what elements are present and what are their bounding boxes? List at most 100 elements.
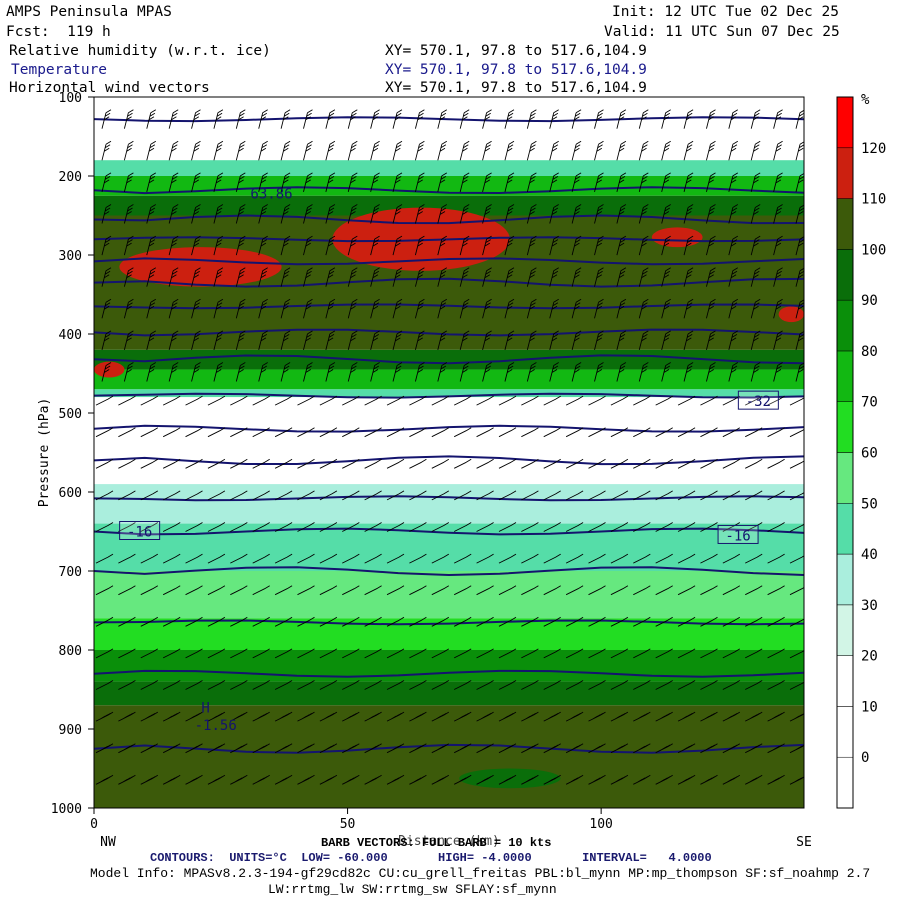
wind-barb xyxy=(571,267,582,287)
wind-barb xyxy=(543,648,561,659)
wind-barb xyxy=(185,711,203,722)
wind-barb xyxy=(773,172,783,193)
rh-layer xyxy=(94,484,804,524)
wind-barb xyxy=(565,395,584,406)
wind-barb xyxy=(230,522,248,532)
colorbar-tick-label: 20 xyxy=(861,649,878,665)
wind-barb xyxy=(504,330,515,351)
wind-barb xyxy=(728,267,739,287)
wind-barb xyxy=(409,648,427,659)
wind-barb xyxy=(431,427,450,438)
wind-barb xyxy=(476,553,494,564)
wind-barb xyxy=(386,458,405,469)
wind-barb xyxy=(504,362,515,382)
wind-barb xyxy=(453,711,472,722)
wind-barb xyxy=(325,172,336,193)
wind-barb xyxy=(118,743,136,754)
wind-barb xyxy=(588,427,606,438)
wind-barb xyxy=(252,395,270,406)
wind-barb xyxy=(95,648,114,659)
wind-barb xyxy=(571,172,582,193)
wind-barb xyxy=(431,648,450,659)
wind-barb xyxy=(235,330,246,351)
wind-barb xyxy=(543,395,561,406)
plot-frame xyxy=(93,96,805,809)
wind-barb xyxy=(230,680,248,690)
wind-barb xyxy=(498,711,517,722)
wind-barb xyxy=(700,743,718,754)
wind-barb xyxy=(319,553,338,564)
wind-barb xyxy=(325,204,336,224)
wind-barb xyxy=(571,204,582,224)
wind-barb xyxy=(677,553,696,564)
wind-barb xyxy=(745,490,763,501)
wind-barb xyxy=(767,585,785,596)
wind-barb xyxy=(795,172,804,193)
wind-barb xyxy=(616,140,627,161)
wind-barb xyxy=(677,616,696,627)
wind-barb xyxy=(386,648,405,659)
wind-barb xyxy=(750,235,761,256)
wind-barb xyxy=(342,490,360,501)
wind-barb xyxy=(543,458,561,469)
field-xy-temperature: XY= 570.1, 97.8 to 517.6,104.9 xyxy=(385,62,647,78)
wind-barb xyxy=(230,427,248,438)
wind-barb xyxy=(767,711,785,722)
wind-barb xyxy=(722,585,741,596)
wind-barb xyxy=(347,362,358,382)
wind-barb xyxy=(789,555,804,564)
model-info-line-1: Model Info: MPASv8.2.3-194-gf29cd82c CU:… xyxy=(90,866,871,881)
wind-barb xyxy=(610,585,629,596)
wind-barb xyxy=(700,553,718,564)
wind-barb xyxy=(521,522,539,532)
wind-barb xyxy=(342,553,360,564)
wind-barb xyxy=(459,298,470,319)
wind-barb xyxy=(453,553,472,564)
wind-barb xyxy=(504,109,515,129)
wind-barb xyxy=(168,109,179,129)
wind-barb xyxy=(526,362,537,382)
wind-barb xyxy=(638,330,649,351)
wind-barb xyxy=(633,616,651,627)
wind-barb xyxy=(168,204,179,224)
wind-barb xyxy=(213,140,224,161)
wind-barb xyxy=(235,109,246,129)
wind-barb xyxy=(168,140,179,161)
wind-barb xyxy=(95,427,114,438)
wind-barb xyxy=(633,427,651,438)
wind-barb xyxy=(773,109,783,129)
colorbar-tick-label: 100 xyxy=(861,242,886,258)
wind-barb xyxy=(789,397,804,406)
wind-barb xyxy=(437,362,448,382)
wind-barb xyxy=(459,330,470,351)
wind-barb xyxy=(162,522,181,532)
wind-barb xyxy=(207,680,226,690)
wind-barb xyxy=(700,427,718,438)
wind-barb xyxy=(476,774,494,785)
wind-barb xyxy=(213,109,224,129)
wind-barb xyxy=(274,711,293,722)
wind-barb xyxy=(146,204,157,224)
wind-barb xyxy=(118,616,136,627)
wind-barb xyxy=(549,330,559,351)
wind-barb xyxy=(364,490,382,501)
wind-barb xyxy=(453,427,472,438)
wind-barb xyxy=(274,648,293,659)
wind-barb xyxy=(297,490,315,501)
wind-barb xyxy=(230,616,248,627)
wind-barb xyxy=(677,648,696,659)
wind-barb xyxy=(95,458,114,469)
wind-barb xyxy=(767,774,785,785)
wind-barb xyxy=(342,711,360,722)
wind-barb xyxy=(437,235,448,256)
wind-barb xyxy=(745,553,763,564)
wind-barb xyxy=(677,522,696,532)
wind-barb xyxy=(750,140,761,161)
wind-barb xyxy=(795,362,804,382)
wind-barb xyxy=(140,711,159,722)
wind-barb xyxy=(258,267,268,287)
wind-barb xyxy=(386,743,405,754)
wind-barb xyxy=(185,553,203,564)
wind-barb xyxy=(722,553,741,564)
colorbar-tick-label: 10 xyxy=(861,699,878,715)
